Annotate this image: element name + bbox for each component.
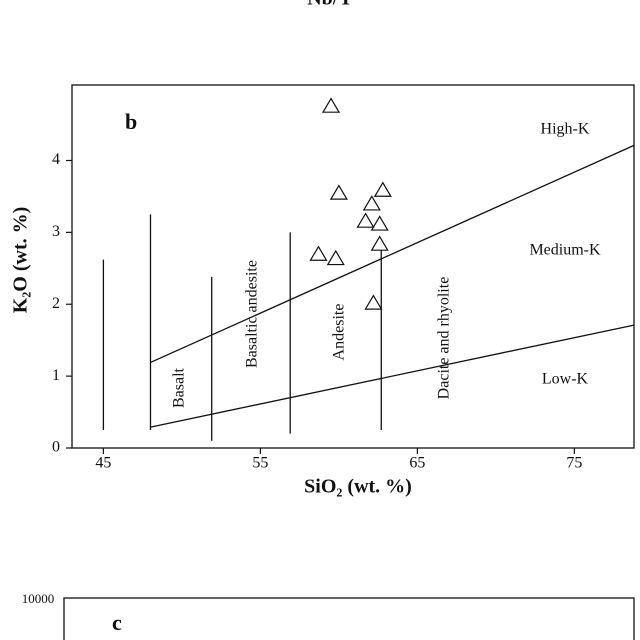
zone-label: Low-K [542,371,589,388]
data-point [362,195,381,211]
data-point [356,212,375,228]
y-tick-label: 3 [52,223,60,240]
x-tick-label: 45 [95,455,111,472]
zone-label: Medium-K [529,242,601,259]
data-point [370,235,389,251]
rock-label: Basaltic andesite [244,260,261,368]
rock-label: Basalt [171,367,188,408]
next-panel-tick: 10000 [22,591,55,606]
boundary-line [150,324,635,428]
data-point [373,181,392,197]
data-point [370,215,389,231]
top-title: Nb/Y [307,0,353,10]
x-axis-label: SiO₂ (wt. %) [304,476,412,498]
data-point [364,294,383,310]
next-panel-label: c [112,610,122,635]
y-tick-label: 0 [52,439,60,456]
y-tick-label: 4 [52,151,60,168]
x-tick-label: 75 [566,455,582,472]
data-point [309,245,328,261]
rock-label: Dacite and rhyolite [436,277,453,400]
plot-frame [71,84,635,449]
boundary-line [150,144,635,364]
next-panel-frame [63,597,635,640]
x-tick-label: 65 [409,455,425,472]
panel-label: b [125,109,137,134]
x-tick-label: 55 [252,455,268,472]
rock-label: Andesite [331,304,348,361]
y-tick-label: 1 [52,367,60,384]
data-point [321,97,341,113]
y-tick-label: 2 [52,295,60,312]
data-point [326,249,345,266]
zone-label: High-K [541,121,590,138]
data-point [329,184,348,200]
y-axis-label: K₂O (wt. %) [10,207,32,314]
